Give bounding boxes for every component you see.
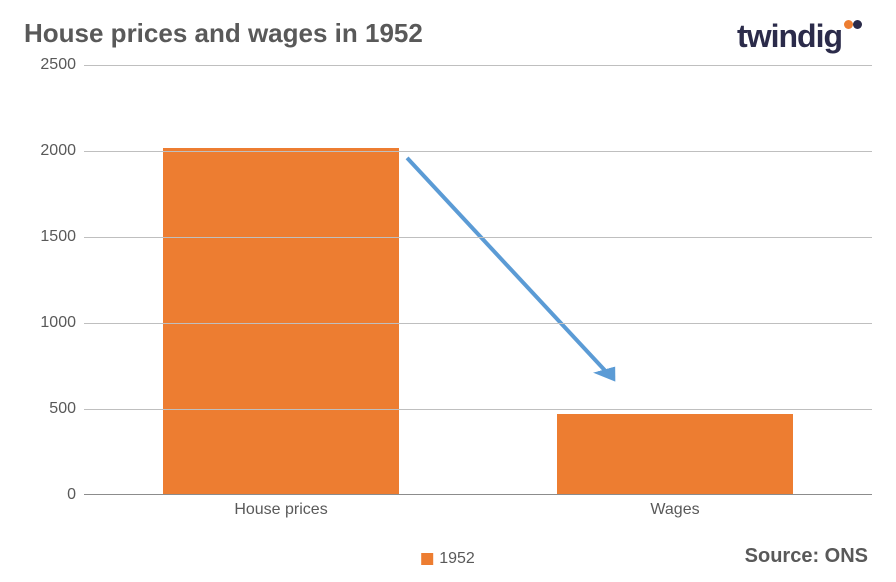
y-axis: 05001000150020002500 (24, 65, 84, 495)
legend-label: 1952 (439, 550, 475, 568)
gridline (84, 323, 872, 324)
x-tick-label: House prices (234, 501, 327, 519)
y-tick-label: 0 (67, 486, 76, 504)
gridline (84, 151, 872, 152)
y-tick-label: 500 (49, 400, 76, 418)
chart-area: 05001000150020002500 House pricesWages (24, 65, 872, 495)
y-tick-label: 2500 (40, 56, 76, 74)
legend-swatch (421, 553, 433, 565)
source-text: Source: ONS (745, 545, 868, 568)
bar (163, 148, 399, 495)
y-tick-label: 1500 (40, 228, 76, 246)
logo-text: twindig (737, 18, 842, 55)
logo-dot-1 (844, 20, 853, 29)
x-tick-label: Wages (650, 501, 699, 519)
logo: twindig (737, 18, 872, 55)
bar (557, 414, 793, 495)
plot-area: House pricesWages (84, 65, 872, 495)
y-tick-label: 1000 (40, 314, 76, 332)
gridline (84, 65, 872, 66)
logo-dot-2 (853, 20, 862, 29)
gridline (84, 409, 872, 410)
gridline (84, 237, 872, 238)
y-tick-label: 2000 (40, 142, 76, 160)
legend: 1952 (421, 550, 475, 568)
chart-title: House prices and wages in 1952 (24, 18, 423, 49)
